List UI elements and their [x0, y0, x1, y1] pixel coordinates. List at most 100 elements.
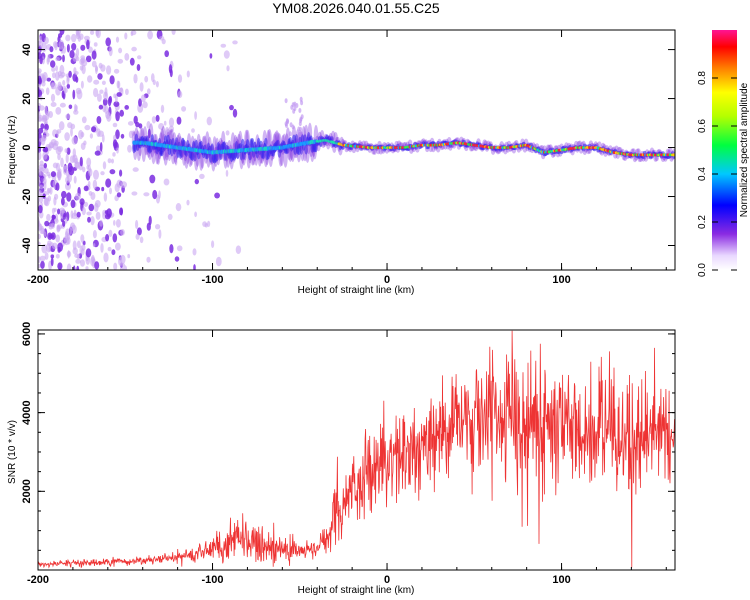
snr-plot-area [38, 330, 675, 570]
spectrogram-speckle [73, 175, 77, 184]
spectrogram-speckle [66, 192, 72, 202]
spectrogram-speckle [74, 192, 81, 201]
spectrogram-speckle [38, 52, 42, 59]
spectrogram-speckle [120, 229, 125, 236]
spectrogram-speckle [124, 105, 129, 110]
spectrogram-speckle [42, 114, 46, 120]
spectrogram-speckle [169, 244, 174, 254]
spectrogram-speckle [129, 57, 135, 66]
spectrogram-speckle [204, 223, 208, 228]
spectrogram-speckle [175, 203, 182, 212]
spectrogram-speckle [76, 265, 80, 270]
spectrogram-band-cell [193, 151, 197, 162]
spectrogram-speckle [72, 89, 76, 100]
spectrogram-speckle [53, 41, 58, 48]
spectrogram-speckle [229, 104, 234, 111]
spectrogram-speckle [232, 108, 238, 118]
spectrogram-speckle [106, 65, 112, 75]
spectrogram-speckle [91, 60, 97, 68]
spectrogram-speckle [80, 80, 84, 89]
spectrogram-speckle [50, 139, 57, 146]
spectrogram-speckle [44, 123, 49, 131]
spectrogram-speckle [67, 250, 70, 259]
spectrogram-speckle [158, 190, 161, 199]
spectrogram-speckle [152, 189, 158, 200]
spectrogram-band-cell [209, 152, 213, 163]
spectrogram-speckle [100, 171, 105, 176]
spectrogram-speckle [65, 34, 71, 42]
spectrogram-speckle [98, 62, 103, 69]
spectrogram-speckle [115, 242, 121, 251]
spectrogram-speckle [111, 158, 114, 164]
spectrogram-speckle [158, 123, 165, 130]
spectrogram-speckle [97, 130, 104, 137]
spectrogram-speckle [39, 255, 46, 262]
spectrogram-band-cell [448, 144, 453, 148]
spectrogram-speckle [71, 33, 77, 43]
spectrogram-band-cell [330, 136, 334, 142]
spectrogram-speckle [55, 182, 60, 191]
spectrogram-speckle [111, 249, 116, 256]
spectrogram-speckle [56, 130, 59, 138]
spectrogram-speckle [81, 207, 86, 216]
spectrogram-speckle [139, 82, 144, 92]
spectrogram-speckle [192, 248, 197, 256]
spectrogram-halo-cell [371, 147, 376, 155]
spectrogram-speckle [38, 111, 41, 120]
spectrogram-speckle [103, 252, 109, 263]
snr-x-tick-label: -200 [27, 574, 49, 586]
spectrogram-speckle [137, 55, 142, 60]
spectrogram-speckle [151, 116, 156, 124]
colorbar-tick-label: 0.2 [697, 215, 708, 229]
spectrogram-speckle [194, 178, 199, 185]
spectrogram-speckle [49, 46, 54, 53]
spectrogram-cells [38, 30, 675, 270]
spectrogram-speckle [85, 266, 89, 270]
spectrogram-speckle [79, 156, 83, 167]
spectrogram-speckle [91, 50, 97, 60]
spectrogram-speckle [60, 157, 64, 168]
spectrogram-speckle [65, 176, 70, 184]
spectrogram-speckle [147, 30, 154, 40]
spectrogram-speckle [131, 191, 138, 196]
spectrogram-speckle [50, 222, 55, 229]
spectrogram-speckle [165, 129, 171, 136]
spectrogram-speckle [70, 199, 76, 209]
spectrogram-speckle [50, 232, 56, 240]
spectrogram-speckle [133, 73, 138, 84]
spectrogram-speckle [90, 216, 95, 226]
spectrogram-speckle [135, 121, 140, 128]
spectrogram-speckle [88, 203, 95, 212]
spectrogram-speckle [81, 116, 87, 124]
spectrogram-speckle [45, 112, 50, 121]
spectrogram-speckle [76, 211, 81, 218]
spectrogram-speckle [297, 132, 301, 137]
spectrogram-speckle [95, 211, 101, 220]
spectrogram-speckle [108, 46, 113, 57]
spectrogram-speckle [46, 77, 52, 82]
spectrogram-speckle [146, 256, 151, 263]
spectrogram-speckle [119, 109, 124, 117]
spectrogram-speckle [117, 80, 121, 89]
spectrogram-speckle [87, 180, 91, 188]
spectrogram-halo-cell [305, 143, 310, 163]
spectrogram-halo-cell [141, 142, 146, 163]
spectrogram-speckle [55, 65, 58, 72]
colorbar-tick-label: 0.0 [697, 263, 708, 277]
spectrogram-speckle [78, 129, 84, 140]
spectrogram-speckle [86, 39, 90, 50]
spectrogram-band-cell [304, 144, 309, 155]
spectrogram-speckle [107, 158, 112, 164]
spectrogram-speckle [61, 197, 65, 206]
spectrogram-speckle [52, 162, 59, 169]
spectrogram-speckle [64, 148, 68, 153]
spectrogram-speckle [109, 187, 112, 195]
spectrogram-speckle [69, 155, 76, 163]
spectrogram-speckle [46, 171, 51, 177]
spectrogram-halo-cell [582, 148, 587, 155]
spectrogram-speckle [51, 207, 55, 215]
spectrogram-speckle [40, 225, 45, 234]
spectrogram-speckle [69, 50, 75, 59]
spectrogram-speckle [86, 157, 92, 167]
